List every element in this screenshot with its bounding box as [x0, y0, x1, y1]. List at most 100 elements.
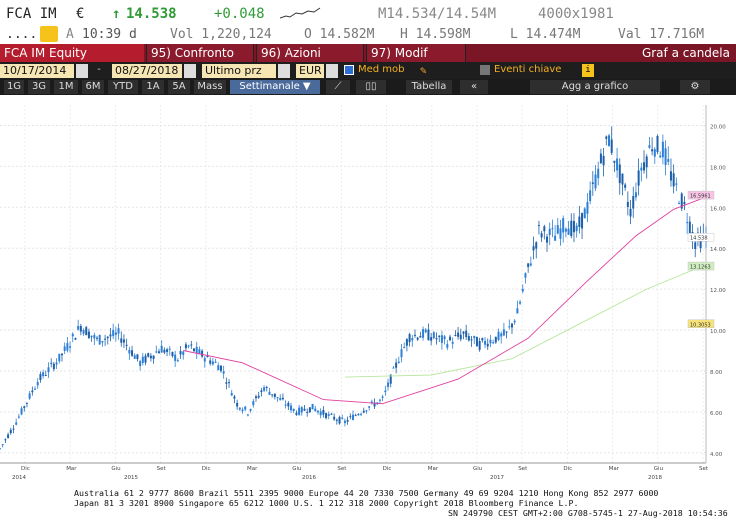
currency-select[interactable]: EUR	[296, 64, 324, 78]
price-field-select[interactable]: Ultimo prz	[202, 64, 276, 78]
candle-body	[387, 382, 390, 387]
candle-body	[484, 340, 487, 345]
candle-body	[131, 350, 134, 356]
footer-contacts-line1: Australia 61 2 9777 8600 Brazil 5511 239…	[74, 488, 659, 498]
traded-value: Val 17.716M	[618, 27, 705, 42]
candle-body	[260, 390, 263, 392]
candle-body	[564, 228, 567, 232]
candle-body	[605, 136, 608, 139]
candle-body	[508, 326, 511, 328]
candle-body	[521, 288, 524, 292]
start-calendar-icon[interactable]	[76, 64, 88, 78]
candle-body	[87, 331, 90, 339]
candle-body	[478, 341, 481, 350]
high-price: H 14.598M	[400, 27, 471, 42]
candle-body	[55, 362, 58, 365]
candle-body	[457, 332, 460, 337]
candle-body	[535, 242, 538, 249]
y-tick-label: 10.00	[710, 329, 726, 335]
last-price-label: 14.538	[690, 236, 708, 242]
candle-body	[529, 263, 532, 266]
x-tick-label: Mar	[247, 466, 258, 472]
period-5y-button[interactable]: 5A	[168, 80, 190, 94]
candle-body	[114, 332, 117, 335]
candle-body	[465, 330, 468, 337]
candle-body	[616, 158, 619, 171]
pencil-icon[interactable]: ✎	[420, 64, 427, 77]
period-1d-button[interactable]: 1G	[4, 80, 24, 94]
x-tick-label: Giu	[111, 466, 120, 472]
x-tick-label: Giu	[654, 466, 663, 472]
candle-body	[524, 273, 527, 278]
candle-body	[648, 145, 651, 148]
frequency-select[interactable]: Settimanale ▼	[230, 80, 320, 94]
x-tick-label: Set	[157, 466, 167, 472]
period-6m-button[interactable]: 6M	[82, 80, 104, 94]
end-calendar-icon[interactable]	[184, 64, 196, 78]
candle-body	[206, 355, 209, 358]
price-field-dropdown-icon[interactable]	[278, 64, 290, 78]
candle-chart-icon[interactable]: ▯▯	[356, 80, 386, 94]
currency-dropdown-icon[interactable]	[326, 64, 338, 78]
candle-body	[489, 339, 492, 344]
date-bar: 10/17/2014 - 08/27/2018 Ultimo prz EUR M…	[0, 62, 736, 79]
candle-body	[470, 339, 473, 341]
x-tick-label: Set	[337, 466, 347, 472]
candle-body	[492, 342, 495, 344]
candle-body	[451, 341, 454, 344]
period-3d-button[interactable]: 3G	[28, 80, 50, 94]
bid-ask-size: 4000x1981	[538, 6, 614, 22]
candle-body	[688, 221, 691, 234]
info-icon[interactable]: i	[582, 64, 594, 77]
candle-body	[430, 337, 433, 341]
end-date-input[interactable]: 08/27/2018	[112, 64, 182, 78]
candle-body	[238, 407, 241, 410]
settings-gear-icon[interactable]: ⚙	[680, 80, 710, 94]
candle-body	[562, 218, 565, 233]
candle-body	[166, 349, 169, 352]
candle-body	[373, 402, 376, 407]
year-label: 2016	[302, 475, 316, 481]
table-button[interactable]: Tabella	[406, 80, 452, 94]
candle-body	[629, 208, 632, 217]
candle-body	[607, 135, 610, 146]
candle-body	[79, 326, 82, 332]
candle-body	[311, 403, 314, 410]
candle-body	[513, 320, 516, 323]
candle-body	[349, 416, 352, 418]
actions-menu[interactable]: 96) Azioni	[256, 44, 364, 62]
x-tick-label: Giu	[473, 466, 482, 472]
candle-body	[34, 388, 37, 390]
candle-body	[591, 182, 594, 184]
low-price: L 14.474M	[510, 27, 581, 42]
scroll-left-icon[interactable]: «	[460, 80, 488, 94]
key-events-checkbox[interactable]	[480, 65, 490, 75]
moving-average-checkbox[interactable]	[344, 65, 354, 75]
modify-menu[interactable]: 97) Modif	[366, 44, 466, 62]
candle-body	[343, 420, 346, 424]
candle-body	[157, 351, 160, 354]
period-ytd-button[interactable]: YTD	[108, 80, 138, 94]
candle-body	[656, 135, 659, 152]
candle-body	[475, 337, 478, 347]
line-chart-icon[interactable]: ⟋	[326, 80, 350, 94]
quote-header: FCA IM € ↑ 14.538 +0.048 M14.534/14.54M …	[0, 0, 736, 26]
period-1y-button[interactable]: 1A	[142, 80, 164, 94]
start-date-input[interactable]: 10/17/2014	[0, 64, 74, 78]
chart-background	[0, 95, 736, 485]
candle-body	[246, 414, 249, 416]
add-to-chart-button[interactable]: Agg a grafico	[530, 80, 660, 94]
period-1m-button[interactable]: 1M	[54, 80, 78, 94]
candle-body	[362, 410, 365, 413]
compare-menu[interactable]: 95) Confronto	[146, 44, 254, 62]
candle-body	[392, 367, 395, 369]
security-field[interactable]: FCA IM Equity	[0, 44, 144, 62]
x-tick-label: Giu	[292, 466, 301, 472]
candle-body	[675, 183, 678, 185]
candle-body	[435, 338, 438, 340]
candle-body	[661, 141, 664, 158]
x-tick-label: Mar	[66, 466, 77, 472]
speedometer-icon[interactable]	[40, 26, 58, 42]
candle-body	[416, 337, 419, 340]
period-max-button[interactable]: Mass	[194, 80, 226, 94]
